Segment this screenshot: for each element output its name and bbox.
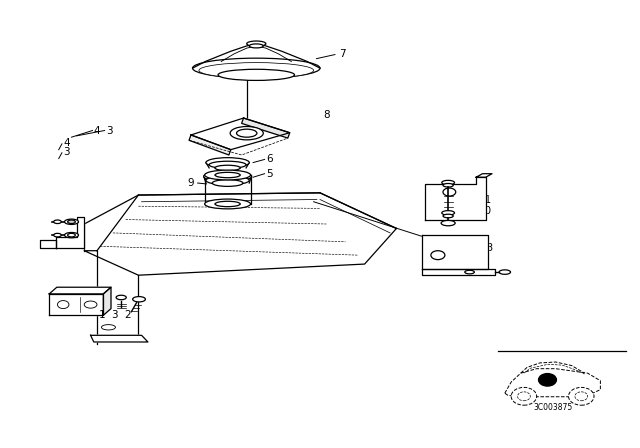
Ellipse shape [215, 172, 240, 178]
Polygon shape [49, 287, 111, 294]
Ellipse shape [84, 301, 97, 308]
Ellipse shape [443, 214, 453, 218]
Polygon shape [242, 118, 290, 138]
Ellipse shape [68, 220, 76, 224]
Ellipse shape [431, 251, 445, 260]
Polygon shape [191, 118, 290, 150]
Text: 5: 5 [266, 169, 273, 179]
Polygon shape [49, 294, 103, 315]
Ellipse shape [193, 58, 320, 78]
Ellipse shape [205, 170, 250, 180]
Polygon shape [40, 241, 56, 249]
Ellipse shape [215, 201, 240, 207]
Ellipse shape [443, 188, 456, 196]
Ellipse shape [205, 199, 250, 209]
Ellipse shape [54, 220, 61, 224]
Polygon shape [91, 335, 148, 342]
Ellipse shape [116, 295, 126, 300]
Ellipse shape [230, 126, 263, 140]
Ellipse shape [54, 233, 61, 237]
Text: 10: 10 [479, 206, 492, 215]
Text: 3: 3 [63, 147, 70, 157]
Ellipse shape [442, 211, 454, 215]
Ellipse shape [65, 233, 79, 238]
Text: 3: 3 [106, 125, 113, 135]
Text: 6: 6 [266, 155, 273, 164]
Polygon shape [189, 135, 231, 155]
Ellipse shape [58, 301, 69, 309]
Polygon shape [56, 217, 84, 249]
Ellipse shape [215, 165, 241, 171]
Polygon shape [476, 174, 492, 177]
Text: 12: 12 [454, 239, 467, 249]
Ellipse shape [132, 297, 145, 302]
Text: 7: 7 [339, 49, 346, 59]
Ellipse shape [204, 171, 252, 182]
Polygon shape [422, 268, 495, 275]
Circle shape [539, 374, 556, 386]
Ellipse shape [68, 233, 76, 237]
Polygon shape [425, 177, 486, 220]
Ellipse shape [441, 220, 455, 226]
Text: 8: 8 [323, 110, 330, 120]
Polygon shape [103, 287, 111, 315]
Ellipse shape [199, 63, 314, 78]
Ellipse shape [443, 184, 453, 187]
Text: 3: 3 [111, 310, 118, 320]
Ellipse shape [65, 219, 79, 224]
Circle shape [511, 388, 537, 405]
Ellipse shape [212, 180, 243, 186]
Ellipse shape [465, 270, 474, 274]
Circle shape [575, 392, 588, 401]
Ellipse shape [206, 176, 249, 185]
Ellipse shape [246, 41, 266, 46]
Ellipse shape [237, 129, 257, 137]
Text: 1: 1 [99, 310, 106, 320]
Ellipse shape [218, 69, 294, 80]
Polygon shape [84, 251, 138, 344]
Text: 4: 4 [94, 125, 100, 135]
Circle shape [568, 388, 594, 405]
Ellipse shape [249, 44, 263, 48]
Text: 9: 9 [188, 178, 194, 188]
Text: 3C003875: 3C003875 [533, 403, 572, 412]
Ellipse shape [101, 325, 115, 330]
Ellipse shape [206, 158, 249, 168]
Text: 13: 13 [481, 243, 494, 254]
Ellipse shape [442, 181, 454, 185]
Ellipse shape [209, 161, 246, 168]
Text: 2: 2 [124, 310, 131, 320]
Text: 11: 11 [479, 194, 493, 205]
Polygon shape [84, 193, 396, 275]
Circle shape [518, 392, 531, 401]
Ellipse shape [499, 270, 511, 274]
Text: 4: 4 [63, 138, 70, 148]
Polygon shape [422, 235, 488, 268]
